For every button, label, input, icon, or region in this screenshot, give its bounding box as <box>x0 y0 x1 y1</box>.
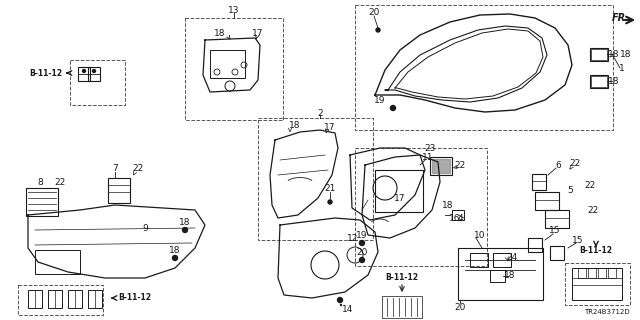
Text: 18: 18 <box>504 271 516 281</box>
Text: B-11-12: B-11-12 <box>579 245 612 254</box>
Bar <box>608 268 616 278</box>
Text: 18: 18 <box>214 28 226 37</box>
Text: 20: 20 <box>356 247 368 257</box>
Text: 18: 18 <box>169 245 180 254</box>
Text: 20: 20 <box>454 303 466 313</box>
Text: 4: 4 <box>457 213 463 222</box>
Bar <box>565 263 630 305</box>
Text: 18: 18 <box>608 50 620 59</box>
Bar <box>68 290 82 308</box>
Text: 12: 12 <box>348 234 358 243</box>
Text: 7: 7 <box>112 164 118 172</box>
Bar <box>458 248 543 300</box>
Circle shape <box>376 28 380 32</box>
Bar <box>108 178 130 203</box>
Text: 9: 9 <box>142 223 148 233</box>
Bar <box>493 253 511 267</box>
Text: 13: 13 <box>228 5 240 14</box>
Text: 15: 15 <box>549 226 561 235</box>
Circle shape <box>173 255 177 260</box>
Bar <box>185 18 283 120</box>
Bar <box>578 268 586 278</box>
Text: 19: 19 <box>356 230 368 239</box>
Text: 22: 22 <box>584 180 596 189</box>
Circle shape <box>360 258 365 262</box>
Bar <box>591 76 607 87</box>
Bar <box>48 290 62 308</box>
Bar <box>598 268 606 278</box>
Bar <box>88 67 100 81</box>
Text: 17: 17 <box>324 123 336 132</box>
Text: 11: 11 <box>422 153 434 162</box>
Text: 6: 6 <box>555 161 561 170</box>
Text: 17: 17 <box>394 194 406 203</box>
Text: 19: 19 <box>374 95 386 105</box>
Bar <box>70 60 125 105</box>
Bar <box>88 290 102 308</box>
Bar <box>382 296 422 318</box>
Bar <box>588 268 596 278</box>
Bar <box>430 157 452 175</box>
Text: 18: 18 <box>289 121 301 130</box>
Bar <box>470 253 488 267</box>
Text: 18: 18 <box>442 201 454 210</box>
Text: 18: 18 <box>179 218 191 227</box>
Text: 18: 18 <box>608 76 620 85</box>
Text: TR24B3712D: TR24B3712D <box>584 309 630 315</box>
Bar <box>590 75 608 88</box>
Circle shape <box>182 228 188 233</box>
Bar <box>590 48 608 61</box>
Text: 14: 14 <box>342 306 354 315</box>
Text: 22: 22 <box>588 205 598 214</box>
Text: FR.: FR. <box>612 13 630 23</box>
Bar <box>210 50 245 78</box>
Text: B-11-12: B-11-12 <box>385 274 419 283</box>
Text: B-11-12: B-11-12 <box>29 68 62 77</box>
Text: 24: 24 <box>506 253 518 262</box>
Bar <box>532 174 546 190</box>
Text: 22: 22 <box>454 161 466 170</box>
Bar <box>528 238 542 252</box>
Bar <box>18 285 103 315</box>
Text: 22: 22 <box>132 164 143 172</box>
Bar <box>26 188 58 216</box>
Circle shape <box>337 298 342 302</box>
Circle shape <box>328 200 332 204</box>
Bar <box>375 170 423 212</box>
Text: 18: 18 <box>620 50 632 59</box>
Bar <box>35 250 80 274</box>
Bar <box>452 210 464 220</box>
Bar <box>258 118 373 240</box>
Text: 16: 16 <box>449 213 461 222</box>
Text: 22: 22 <box>54 178 66 187</box>
Bar <box>355 148 487 266</box>
Text: 8: 8 <box>37 178 43 187</box>
Bar <box>28 290 42 308</box>
Text: 15: 15 <box>572 236 584 244</box>
Text: 20: 20 <box>368 7 380 17</box>
Circle shape <box>93 69 95 73</box>
Text: B-11-12: B-11-12 <box>118 293 151 302</box>
Circle shape <box>360 241 365 245</box>
Text: 2: 2 <box>317 108 323 117</box>
Bar <box>432 159 450 173</box>
Bar <box>78 67 90 81</box>
Text: 22: 22 <box>570 158 580 167</box>
Text: 1: 1 <box>619 63 625 73</box>
Bar <box>355 5 613 130</box>
Circle shape <box>390 106 396 110</box>
Circle shape <box>83 69 86 73</box>
Bar <box>490 270 505 282</box>
Bar <box>535 192 559 210</box>
Bar <box>550 246 564 260</box>
Bar <box>591 49 607 60</box>
Bar <box>545 210 569 228</box>
Text: 5: 5 <box>567 186 573 195</box>
Text: 23: 23 <box>424 143 436 153</box>
Text: 17: 17 <box>252 28 264 37</box>
Bar <box>572 268 622 300</box>
Text: 10: 10 <box>474 230 486 239</box>
Text: 21: 21 <box>324 183 336 193</box>
